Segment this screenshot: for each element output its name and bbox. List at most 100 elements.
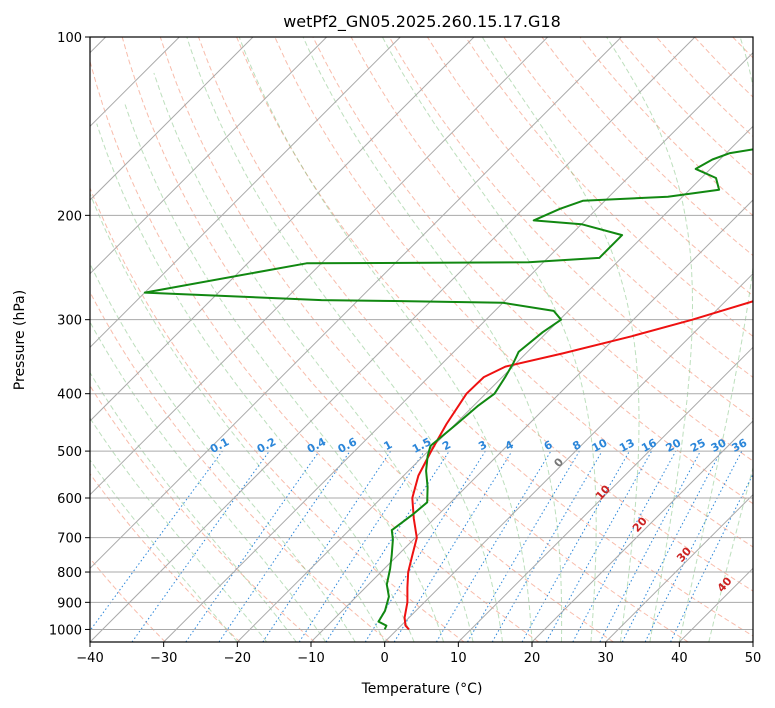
dry-adiabat [90, 291, 390, 642]
moist-adiabat [186, 37, 503, 642]
y-axis-label: Pressure (hPa) [12, 290, 28, 390]
dry-adiabat [426, 37, 753, 378]
mixing-ratio-label: 0.4 [305, 435, 329, 456]
moist-adiabat-label: 10 [593, 482, 613, 502]
x-tick-label: −20 [224, 651, 251, 666]
mixing-ratio-line [572, 450, 677, 642]
dry-adiabat [236, 37, 753, 592]
isotherm [163, 51, 753, 642]
moist-adiabat [708, 465, 753, 642]
moist-adiabat-label: 30 [674, 544, 694, 564]
mixing-ratio-line [90, 450, 223, 632]
x-tick-label: 0 [381, 651, 389, 666]
y-tick-label: 500 [57, 445, 82, 460]
dry-adiabat [656, 37, 753, 138]
mixing-ratio-line [298, 450, 425, 642]
x-tick-label: 40 [671, 651, 688, 666]
isotherm [310, 199, 753, 642]
mixing-ratio-label: 25 [688, 436, 708, 455]
isotherm [531, 420, 753, 642]
dry-adiabat [159, 37, 689, 642]
mixing-ratio-label: 0.6 [336, 435, 360, 456]
x-axis-label: Temperature (°C) [361, 681, 483, 697]
moist-adiabat [481, 37, 640, 642]
x-tick-label: 20 [524, 651, 541, 666]
isotherm [90, 37, 328, 275]
mixing-ratio-line [644, 450, 743, 642]
dry-adiabat [694, 37, 753, 98]
isotherm [90, 37, 475, 422]
y-tick-label: 1000 [49, 623, 82, 638]
moist-adiabat-label: 20 [630, 514, 650, 534]
moist-adiabat [90, 459, 238, 642]
y-tick-label: 700 [57, 532, 82, 547]
x-tick-label: −10 [297, 651, 324, 666]
temperature-profile [403, 300, 753, 631]
x-axis: −40 −30 −20 −10 0 10 20 30 40 50 [76, 642, 761, 666]
dry-adiabat [90, 59, 540, 642]
dry-adiabat [198, 37, 753, 637]
background-lines [90, 37, 775, 642]
isotherm [90, 37, 401, 349]
y-tick-label: 300 [57, 314, 82, 329]
moist-adiabat [90, 417, 268, 642]
dry-adiabat [90, 557, 166, 642]
moist-adiabat [678, 37, 753, 642]
isotherm [457, 346, 753, 642]
moist-adiabat [606, 37, 693, 642]
dry-adiabat [274, 37, 753, 548]
isotherm [90, 37, 549, 496]
mixing-ratio-line [218, 450, 351, 642]
isotherm [384, 272, 753, 642]
x-tick-label: 10 [450, 651, 467, 666]
mixing-ratio-label: 36 [730, 436, 750, 455]
moist-adiabat [153, 72, 474, 642]
moist-adiabat [90, 192, 386, 642]
mixing-ratio-line [393, 450, 513, 642]
mixing-ratio-line [131, 450, 270, 642]
isotherm [90, 37, 696, 642]
x-tick-label: −30 [150, 651, 177, 666]
y-axis: 100 200 300 400 500 600 700 800 900 1000 [49, 31, 90, 638]
moist-adiabat-label: 0 [551, 455, 566, 470]
dry-adiabat [90, 472, 241, 642]
moist-adiabat [96, 123, 415, 642]
x-tick-label: 50 [745, 651, 762, 666]
isotherm [678, 567, 753, 642]
annotations: 0.1 0.2 0.4 0.6 1 1.5 2 3 4 6 8 10 13 16 20 25 30 3601020… [208, 435, 749, 595]
dry-adiabat [732, 37, 753, 59]
profiles [143, 148, 753, 631]
moist-adiabat [90, 321, 327, 642]
mixing-ratio-line [262, 450, 392, 642]
dry-adiabat [90, 384, 316, 642]
mixing-ratio-label: 20 [664, 436, 684, 455]
y-tick-label: 800 [57, 566, 82, 581]
mixing-ratio-line [670, 473, 753, 642]
mixing-ratio-label: 10 [590, 436, 610, 455]
dry-adiabat [388, 37, 753, 420]
dry-adiabat [350, 37, 753, 462]
mixing-ratio-line [545, 450, 653, 642]
plot-frame [89, 36, 754, 643]
y-tick-label: 100 [57, 31, 82, 46]
dry-adiabat [90, 186, 465, 642]
isotherm [90, 37, 254, 201]
moist-adiabat [381, 37, 597, 642]
isotherm [752, 641, 753, 642]
x-tick-label: −40 [76, 651, 103, 666]
mixing-ratio-line [185, 450, 320, 642]
y-tick-label: 400 [57, 388, 82, 403]
isotherm [90, 37, 622, 570]
moist-adiabat [238, 37, 533, 642]
isotherm [236, 125, 753, 642]
mixing-ratio-label: 0.2 [255, 435, 278, 456]
y-tick-label: 600 [57, 492, 82, 507]
mixing-ratio-label: 0.1 [208, 435, 231, 456]
dewpoint-profile [143, 148, 753, 630]
dry-adiabat [503, 37, 753, 297]
y-tick-label: 900 [57, 596, 82, 611]
mixing-ratio-line [325, 450, 450, 642]
y-tick-label: 200 [57, 209, 82, 224]
moist-adiabat [302, 37, 563, 642]
dry-adiabat [771, 37, 775, 642]
